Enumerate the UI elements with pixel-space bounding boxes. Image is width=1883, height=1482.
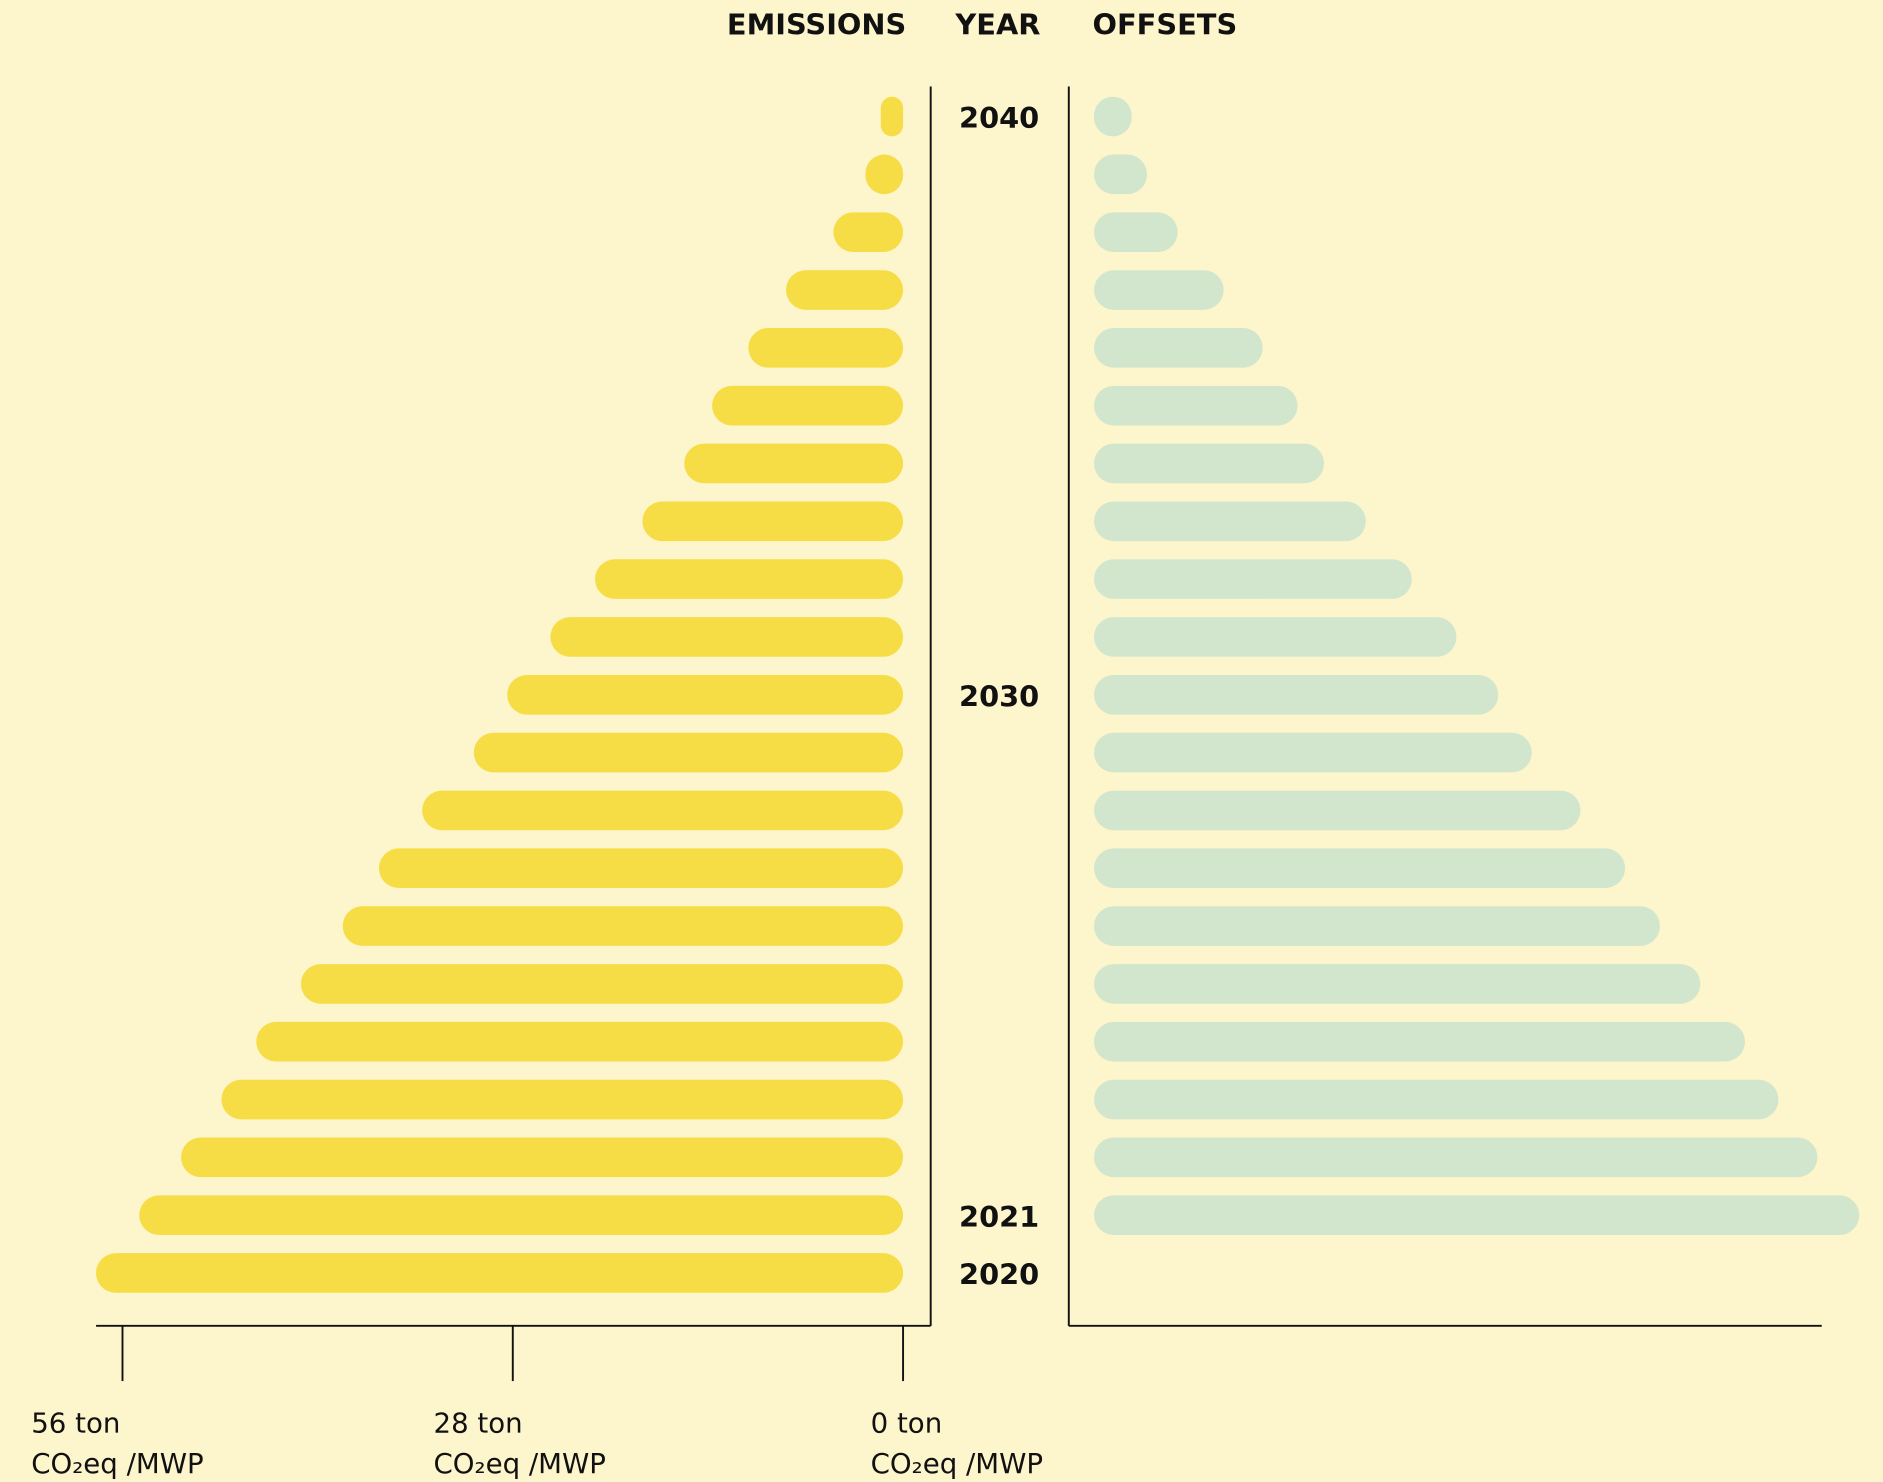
emission-bar bbox=[96, 1253, 904, 1293]
offset-bar bbox=[1094, 790, 1581, 831]
offset-bar bbox=[1094, 617, 1457, 657]
emission-bar bbox=[880, 96, 904, 137]
offset-bar bbox=[1094, 848, 1626, 889]
emission-bar bbox=[748, 328, 904, 368]
offset-bar bbox=[1094, 1079, 1779, 1120]
x-tick-label: 28 ton bbox=[434, 1406, 523, 1439]
x-tick-label: 0 ton bbox=[871, 1406, 943, 1439]
emission-bar bbox=[181, 1137, 904, 1178]
emission-bar bbox=[712, 385, 904, 426]
emission-bar bbox=[473, 732, 904, 773]
emission-bar bbox=[300, 964, 904, 1004]
offset-bar bbox=[1094, 732, 1532, 773]
offset-bar bbox=[1094, 674, 1499, 715]
emission-bar bbox=[595, 559, 904, 599]
offset-bar bbox=[1094, 96, 1132, 137]
emission-bar bbox=[550, 617, 904, 657]
offset-bar bbox=[1094, 1021, 1745, 1062]
offset-bar bbox=[1094, 501, 1366, 542]
offset-bar bbox=[1094, 270, 1224, 310]
emission-bar bbox=[684, 443, 904, 484]
emission-bar bbox=[378, 848, 904, 889]
emission-bar bbox=[422, 790, 904, 831]
emission-bar bbox=[833, 212, 904, 252]
x-unit-label: CO₂eq /MWP bbox=[871, 1447, 1043, 1480]
offset-bar bbox=[1094, 964, 1701, 1004]
emissions-header: EMISSIONS bbox=[727, 7, 906, 41]
emission-bar bbox=[256, 1021, 904, 1062]
emission-bar bbox=[139, 1195, 904, 1235]
offset-bar bbox=[1094, 385, 1298, 426]
emission-bar bbox=[342, 906, 904, 946]
x-unit-label: CO₂eq /MWP bbox=[31, 1447, 203, 1480]
year-label: 2020 bbox=[959, 1258, 1039, 1292]
offset-bar bbox=[1094, 1195, 1860, 1235]
emission-bar bbox=[785, 270, 904, 310]
offset-bar bbox=[1094, 443, 1325, 484]
offset-bar bbox=[1094, 906, 1660, 946]
offset-bar bbox=[1094, 154, 1147, 195]
year-label: 2021 bbox=[959, 1200, 1039, 1234]
year-header: YEAR bbox=[954, 7, 1040, 41]
offsets-header: OFFSETS bbox=[1093, 7, 1238, 41]
emission-bar bbox=[221, 1079, 904, 1120]
offset-bar bbox=[1094, 1137, 1818, 1178]
emission-bar bbox=[642, 501, 904, 542]
offset-bar bbox=[1094, 212, 1178, 252]
offset-bar bbox=[1094, 328, 1263, 368]
x-unit-label: CO₂eq /MWP bbox=[434, 1447, 606, 1480]
offset-bar bbox=[1094, 559, 1412, 599]
x-tick-label: 56 ton bbox=[31, 1406, 120, 1439]
year-label: 2040 bbox=[959, 101, 1039, 135]
emission-bar bbox=[507, 674, 904, 715]
emission-bar bbox=[865, 154, 904, 195]
year-label: 2030 bbox=[959, 679, 1039, 713]
